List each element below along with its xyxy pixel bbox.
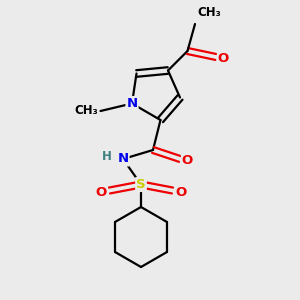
Text: N: N bbox=[117, 152, 129, 166]
Text: N: N bbox=[126, 97, 138, 110]
Text: O: O bbox=[175, 185, 187, 199]
Text: O: O bbox=[95, 185, 107, 199]
Text: CH₃: CH₃ bbox=[197, 7, 221, 20]
Text: S: S bbox=[136, 178, 146, 191]
Text: H: H bbox=[102, 149, 112, 163]
Text: O: O bbox=[218, 52, 229, 65]
Text: O: O bbox=[182, 154, 193, 167]
Text: CH₃: CH₃ bbox=[74, 104, 98, 118]
